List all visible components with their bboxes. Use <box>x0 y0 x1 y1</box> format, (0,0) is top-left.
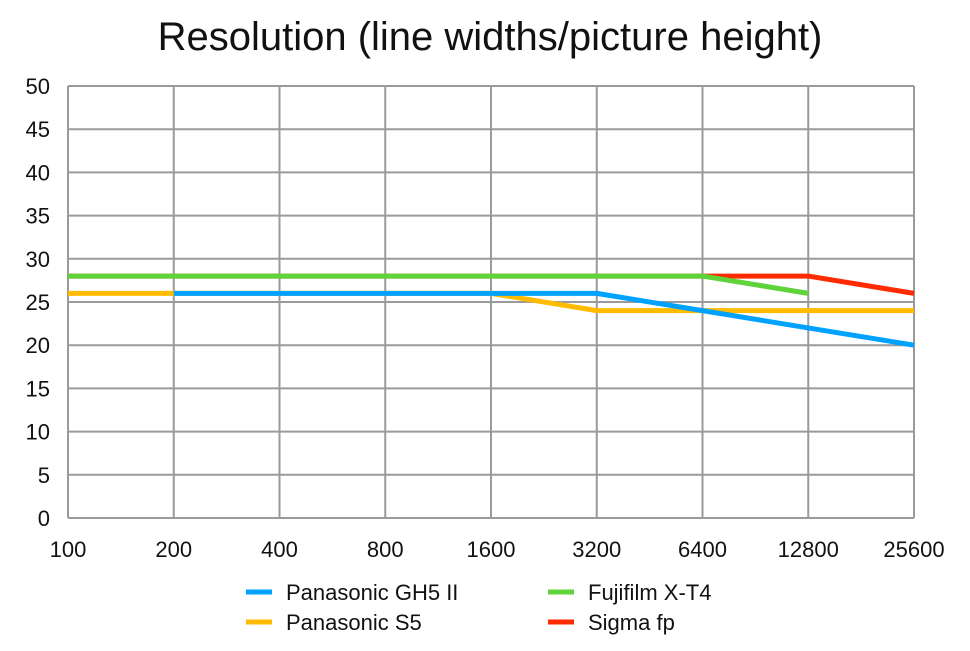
legend-label: Sigma fp <box>588 610 675 635</box>
y-tick-label: 45 <box>26 117 50 142</box>
legend-item: Sigma fp <box>548 610 675 635</box>
legend-item: Panasonic S5 <box>246 610 422 635</box>
x-tick-label: 6400 <box>678 537 727 562</box>
y-axis: 0 5 10 15 20 25 30 35 40 45 50 <box>26 74 50 531</box>
x-tick-label: 25600 <box>883 537 944 562</box>
x-axis: 100 200 400 800 1600 3200 6400 12800 25600 <box>50 537 945 562</box>
x-tick-label: 400 <box>261 537 298 562</box>
legend-label: Panasonic GH5 II <box>286 580 458 605</box>
legend-label: Fujifilm X-T4 <box>588 580 711 605</box>
y-tick-label: 15 <box>26 376 50 401</box>
y-tick-label: 30 <box>26 247 50 272</box>
legend-item: Panasonic GH5 II <box>246 580 458 605</box>
series-line-fujifilm-x-t4 <box>68 273 809 296</box>
x-tick-label: 100 <box>50 537 87 562</box>
x-tick-label: 800 <box>367 537 404 562</box>
grid <box>67 85 915 519</box>
series-lines <box>68 273 915 348</box>
legend-label: Panasonic S5 <box>286 610 422 635</box>
y-tick-label: 0 <box>38 506 50 531</box>
x-tick-label: 12800 <box>778 537 839 562</box>
y-tick-label: 20 <box>26 333 50 358</box>
x-tick-label: 1600 <box>467 537 516 562</box>
y-tick-label: 40 <box>26 160 50 185</box>
legend: Panasonic GH5 II Fujifilm X-T4 Panasonic S… <box>246 580 711 635</box>
legend-item: Fujifilm X-T4 <box>548 580 711 605</box>
y-tick-label: 50 <box>26 74 50 99</box>
y-tick-label: 25 <box>26 290 50 315</box>
y-tick-label: 35 <box>26 204 50 229</box>
x-tick-label: 200 <box>155 537 192 562</box>
x-tick-label: 3200 <box>572 537 621 562</box>
series-line-panasonic-gh5-ii <box>173 290 915 348</box>
y-tick-label: 10 <box>26 420 50 445</box>
chart-title: Resolution (line widths/picture height) <box>158 15 823 59</box>
y-tick-label: 5 <box>38 463 50 488</box>
